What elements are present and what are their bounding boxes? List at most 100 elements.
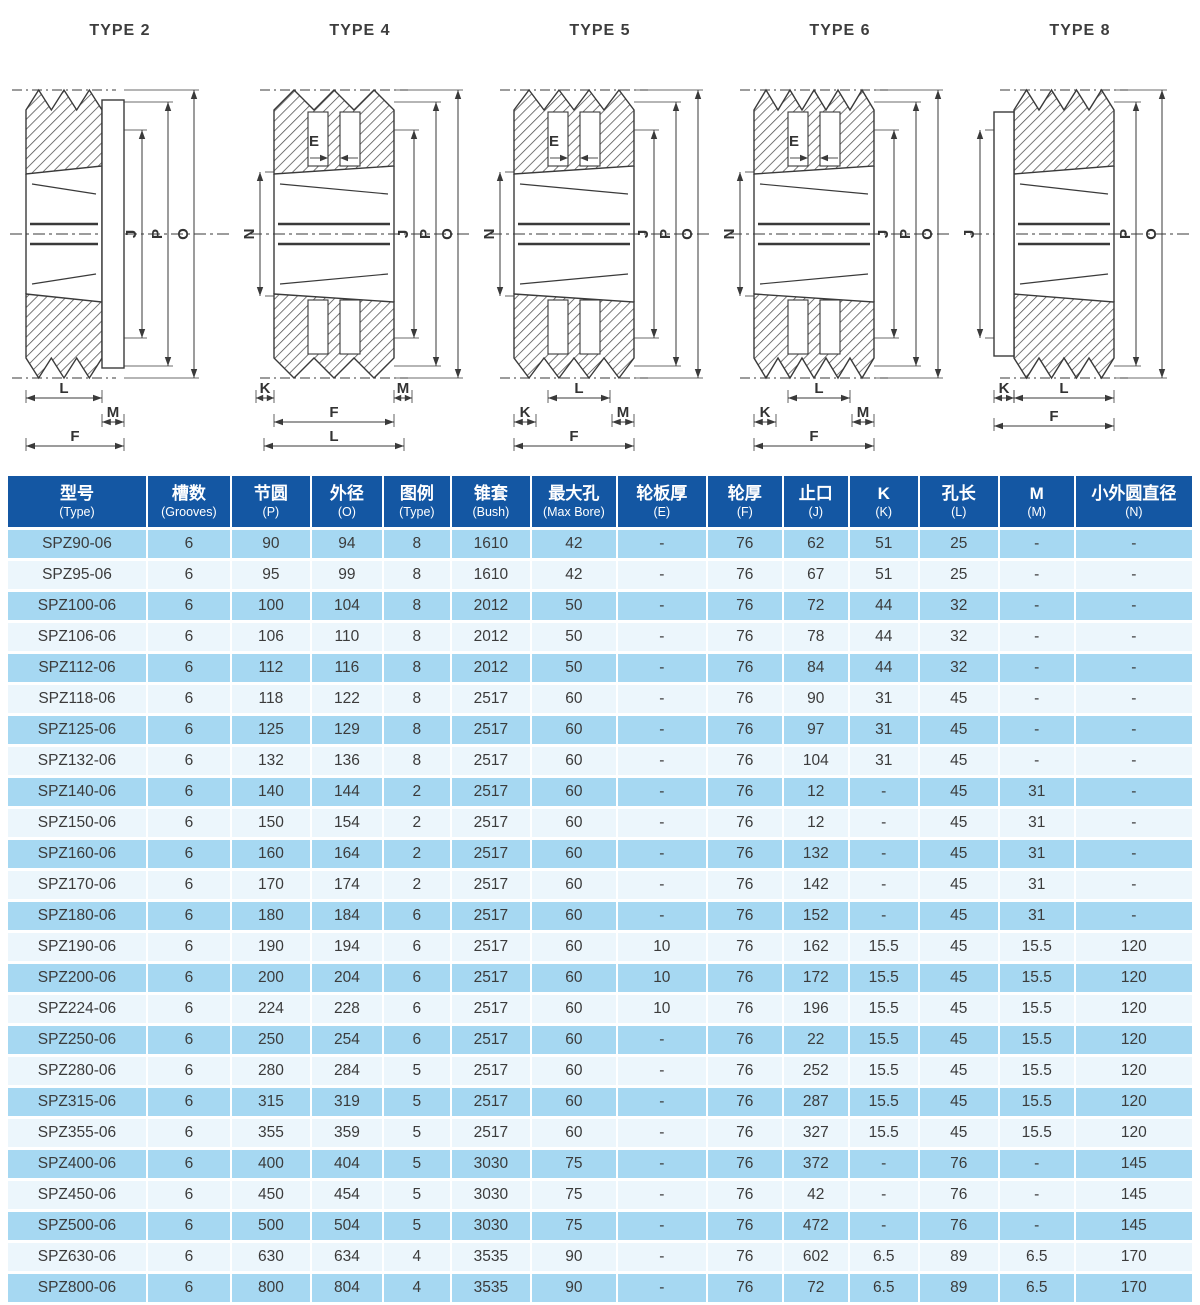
drawing-title: TYPE 2 [89, 22, 151, 39]
table-cell: - [1075, 778, 1192, 809]
svg-text:F: F [1049, 408, 1058, 425]
svg-text:F: F [70, 428, 79, 445]
table-cell: 15.5 [849, 933, 920, 964]
svg-text:J: J [635, 230, 652, 238]
table-cell: 6 [383, 902, 452, 933]
table-cell: 6.5 [849, 1243, 920, 1274]
svg-text:K: K [520, 404, 531, 421]
table-cell: 72 [783, 1274, 850, 1305]
table-cell: 67 [783, 561, 850, 592]
table-cell: 76 [707, 685, 784, 716]
table-cell: - [1075, 561, 1192, 592]
table-cell: 76 [707, 995, 784, 1026]
svg-text:F: F [329, 404, 338, 421]
table-cell: 78 [783, 623, 850, 654]
table-cell: 2012 [451, 654, 532, 685]
svg-text:N: N [484, 229, 498, 240]
table-cell: SPZ315-06 [8, 1088, 148, 1119]
table-cell: - [1075, 840, 1192, 871]
column-header: 小外圆直径 (N) [1075, 476, 1192, 530]
table-cell: 2517 [451, 902, 532, 933]
table-cell: - [617, 592, 708, 623]
table-cell: 120 [1075, 1088, 1192, 1119]
table-cell: 359 [311, 1119, 384, 1150]
svg-text:E: E [549, 133, 559, 150]
table-cell: - [999, 1181, 1076, 1212]
table-cell: 3030 [451, 1181, 532, 1212]
table-cell: 60 [531, 840, 618, 871]
table-cell: SPZ355-06 [8, 1119, 148, 1150]
table-cell: 45 [919, 1119, 1000, 1150]
table-cell: 6 [383, 1026, 452, 1057]
table-cell: 2517 [451, 685, 532, 716]
table-cell: 145 [1075, 1150, 1192, 1181]
table-cell: 31 [999, 778, 1076, 809]
table-cell: 2517 [451, 809, 532, 840]
table-cell: 76 [707, 1243, 784, 1274]
table-cell: 32 [919, 654, 1000, 685]
table-cell: 76 [919, 1181, 1000, 1212]
table-cell: SPZ132-06 [8, 747, 148, 778]
column-header: 节圆 (P) [231, 476, 312, 530]
drawing-title: TYPE 8 [1049, 22, 1111, 39]
table-cell: 180 [231, 902, 312, 933]
table-cell: 6.5 [999, 1274, 1076, 1305]
table-cell: 2517 [451, 716, 532, 747]
table-row: SPZ95-06 6 95 99 8 1610 42-76 67 51 25- - [8, 561, 1192, 592]
table-cell: - [1075, 623, 1192, 654]
table-cell: 31 [999, 871, 1076, 902]
table-cell: - [617, 1057, 708, 1088]
table-cell: 3535 [451, 1274, 532, 1305]
table-cell: 76 [707, 933, 784, 964]
table-cell: SPZ630-06 [8, 1243, 148, 1274]
table-cell: 327 [783, 1119, 850, 1150]
table-cell: 110 [311, 623, 384, 654]
svg-text:O: O [439, 228, 456, 240]
spec-table-body: SPZ90-06 6 90 94 8 1610 42-76 62 51 25- - SPZ95-06 6… [8, 530, 1192, 1305]
column-header: 最大孔 (Max Bore) [531, 476, 618, 530]
table-cell: 60 [531, 747, 618, 778]
table-cell: 5 [383, 1119, 452, 1150]
table-cell: 15.5 [999, 995, 1076, 1026]
table-cell: 6 [147, 530, 232, 561]
table-cell: - [1075, 871, 1192, 902]
table-row: SPZ132-06 6 132 136 8 2517 60-76 104 31 45- - [8, 747, 1192, 778]
drawing-title: TYPE 6 [809, 22, 871, 39]
table-cell: 62 [783, 530, 850, 561]
table-cell: 630 [231, 1243, 312, 1274]
table-cell: 15.5 [849, 1026, 920, 1057]
table-cell: - [617, 654, 708, 685]
table-cell: - [617, 1026, 708, 1057]
table-cell: 45 [919, 1026, 1000, 1057]
table-cell: 75 [531, 1150, 618, 1181]
table-cell: 2517 [451, 933, 532, 964]
table-cell: 76 [707, 964, 784, 995]
table-cell: 95 [231, 561, 312, 592]
table-cell: - [617, 530, 708, 561]
table-cell: - [617, 1150, 708, 1181]
table-cell: 145 [1075, 1212, 1192, 1243]
column-header: 轮厚 (F) [707, 476, 784, 530]
svg-text:K: K [999, 380, 1010, 397]
table-cell: - [617, 747, 708, 778]
table-cell: 2 [383, 840, 452, 871]
table-cell: 2012 [451, 592, 532, 623]
table-cell: - [849, 1181, 920, 1212]
table-cell: 97 [783, 716, 850, 747]
table-cell: - [617, 1212, 708, 1243]
table-row: SPZ630-06 6 630 634 4 3535 90-76 602 6.5 89 6.5 170 [8, 1243, 1192, 1274]
table-cell: 224 [231, 995, 312, 1026]
table-cell: - [849, 778, 920, 809]
table-cell: 60 [531, 933, 618, 964]
table-cell: 3030 [451, 1150, 532, 1181]
table-cell: 319 [311, 1088, 384, 1119]
table-cell: SPZ100-06 [8, 592, 148, 623]
table-cell: 72 [783, 592, 850, 623]
table-cell: 150 [231, 809, 312, 840]
svg-text:L: L [814, 380, 823, 397]
table-cell: 100 [231, 592, 312, 623]
table-cell: 287 [783, 1088, 850, 1119]
table-cell: 6 [147, 1057, 232, 1088]
